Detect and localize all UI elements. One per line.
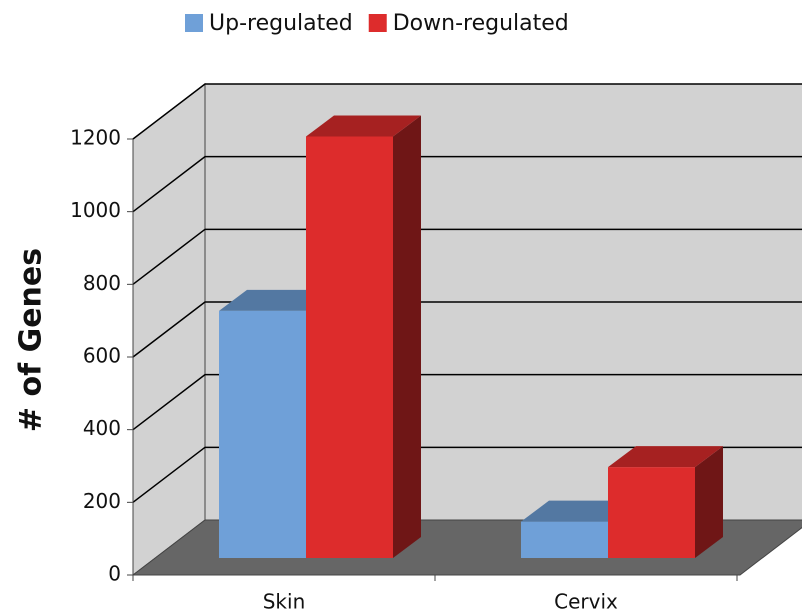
bar-top [306, 115, 421, 137]
y-tick-label: 1200 [70, 126, 121, 150]
legend-label: Up-regulated [209, 11, 353, 36]
bar-top [219, 289, 334, 311]
y-axis-title: # of Genes [14, 248, 49, 432]
bar-front [219, 310, 306, 558]
bar [306, 115, 421, 559]
bar-top [608, 446, 723, 468]
grid-line [132, 83, 802, 140]
bar-side [695, 446, 723, 558]
x-tick-label: Cervix [554, 590, 618, 613]
grid-line [132, 228, 802, 285]
grid-line [132, 446, 802, 503]
bar-front [306, 136, 393, 559]
grid-line [132, 155, 802, 213]
grid-line [132, 301, 802, 358]
y-tick-label: 0 [108, 562, 121, 586]
grid-line [132, 373, 802, 431]
y-tick-label: 1000 [70, 198, 121, 222]
x-tick-label: Skin [263, 590, 306, 613]
y-tick-label: 400 [83, 416, 121, 440]
legend-swatch [368, 14, 387, 32]
legend-label: Down-regulated [393, 11, 569, 36]
y-tick-label: 800 [83, 271, 121, 295]
bar-front [521, 521, 608, 558]
bar [608, 446, 723, 558]
bar-side [393, 115, 421, 559]
y-tick-label: 200 [83, 489, 121, 513]
bar-front [608, 467, 695, 558]
legend-swatch [185, 14, 203, 32]
bar-top [521, 500, 636, 522]
y-tick-label: 600 [83, 344, 121, 368]
